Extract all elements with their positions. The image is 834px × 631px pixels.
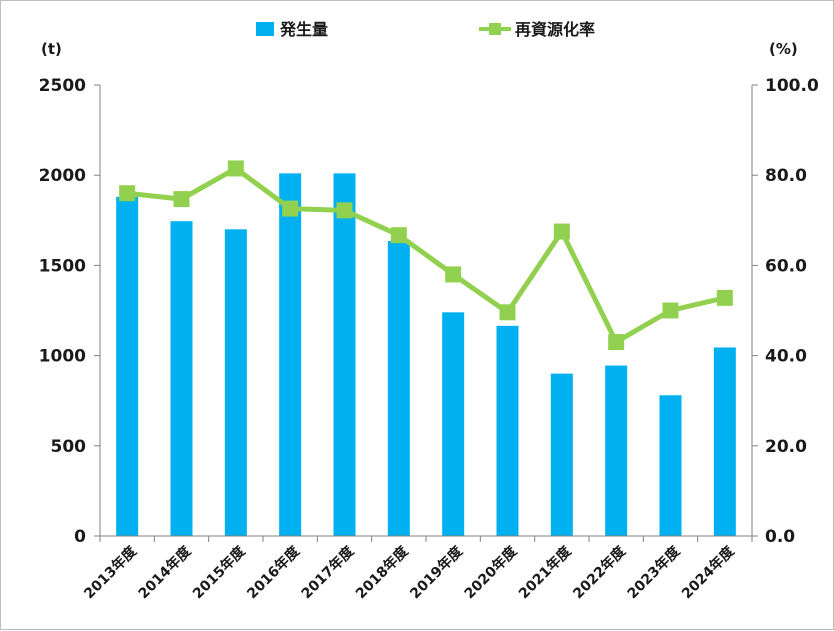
y-right-tick-label: 20.0 — [765, 437, 807, 457]
y-left-tick-label: 1500 — [39, 256, 86, 276]
x-tick-label: 2023年度 — [624, 542, 684, 602]
x-tick-label: 2024年度 — [678, 542, 738, 602]
y-right-tick-label: 40.0 — [765, 347, 807, 367]
x-tick-label: 2021年度 — [515, 542, 575, 602]
y-right-ticks: 0.0 20.0 40.0 60.0 80.0 100.0 — [765, 76, 819, 547]
y-left-unit: (t) — [41, 40, 62, 58]
bar-2018年度 — [387, 241, 410, 536]
y-left-tick-label: 2500 — [39, 76, 86, 96]
y-left-tick-label: 2000 — [39, 166, 86, 186]
rate-marker-2020年度 — [499, 304, 516, 321]
axes-layer — [94, 84, 758, 542]
bar-2020年度 — [496, 325, 519, 536]
legend-swatch-bar — [256, 22, 274, 36]
x-ticks: 2013年度2014年度2015年度2016年度2017年度2018年度2019… — [81, 542, 739, 602]
bar-2022年度 — [605, 365, 628, 536]
bar-2021年度 — [550, 373, 573, 536]
bar-2023年度 — [659, 395, 682, 536]
rate-marker-2019年度 — [445, 266, 462, 283]
legend-label-bar: 発生量 — [279, 20, 328, 39]
line-layer — [119, 160, 733, 351]
x-tick-label: 2014年度 — [135, 542, 195, 602]
bar-2014年度 — [170, 221, 193, 536]
x-tick-label: 2017年度 — [298, 542, 358, 602]
rate-marker-2024年度 — [716, 289, 733, 306]
rate-marker-2018年度 — [390, 227, 407, 244]
rate-marker-2017年度 — [336, 202, 353, 219]
rate-marker-2021年度 — [553, 223, 570, 240]
rate-marker-2014年度 — [173, 191, 190, 208]
bars-layer — [116, 173, 736, 536]
bar-2015年度 — [224, 229, 247, 536]
bar-2016年度 — [279, 173, 302, 536]
bar-2013年度 — [116, 196, 139, 536]
rate-line — [126, 165, 726, 345]
rate-marker-2022年度 — [608, 334, 625, 351]
legend-label-line: 再資源化率 — [515, 20, 595, 39]
x-tick-label: 2013年度 — [81, 542, 141, 602]
y-left-tick-label: 500 — [51, 437, 87, 457]
x-tick-label: 2019年度 — [407, 542, 467, 602]
y-left-ticks: 0 500 1000 1500 2000 2500 — [39, 76, 86, 547]
x-tick-label: 2016年度 — [244, 542, 304, 602]
y-left-tick-label: 1000 — [39, 347, 86, 367]
y-right-tick-label: 0.0 — [765, 527, 795, 547]
legend-swatch-marker — [489, 23, 501, 35]
y-right-tick-label: 80.0 — [765, 166, 807, 186]
rate-marker-2015年度 — [227, 160, 244, 177]
x-tick-label: 2015年度 — [189, 542, 249, 602]
bar-2024年度 — [713, 347, 736, 536]
x-tick-label: 2022年度 — [570, 542, 630, 602]
bar-2017年度 — [333, 173, 356, 536]
rate-marker-2016年度 — [282, 200, 299, 217]
bar-2019年度 — [442, 312, 465, 536]
y-right-unit: (%) — [769, 40, 798, 58]
x-tick-label: 2020年度 — [461, 542, 521, 602]
y-right-tick-label: 60.0 — [765, 256, 807, 276]
legend: 発生量 再資源化率 — [256, 20, 595, 39]
x-tick-label: 2018年度 — [352, 542, 412, 602]
rate-marker-2023年度 — [662, 302, 679, 319]
y-right-tick-label: 100.0 — [765, 76, 819, 96]
y-left-tick-label: 0 — [74, 527, 86, 547]
rate-marker-2013年度 — [119, 185, 136, 202]
